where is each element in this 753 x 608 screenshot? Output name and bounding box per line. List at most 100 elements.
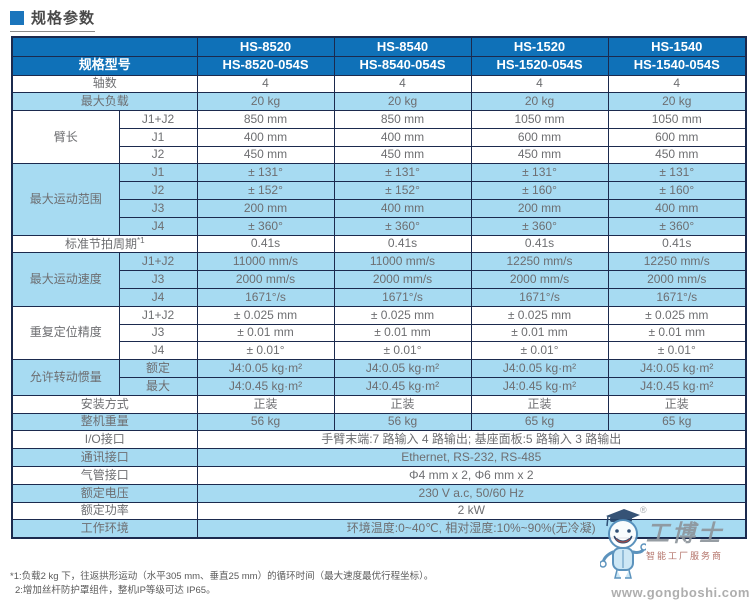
table-row: 最大负载 20 kg 20 kg 20 kg 20 kg bbox=[11, 92, 747, 112]
spec-value: 400 mm bbox=[607, 199, 747, 218]
spec-value: 200 mm bbox=[196, 199, 335, 218]
spec-value: J4:0.45 kg·m² bbox=[196, 377, 335, 396]
table-row: 重复定位精度 J1+J2 ± 0.025 mm ± 0.025 mm ± 0.0… bbox=[11, 305, 747, 361]
spec-model-label: 规格型号 bbox=[11, 55, 198, 76]
spec-value: ± 0.01° bbox=[470, 341, 609, 361]
spec-sublabel: J4 bbox=[118, 216, 198, 236]
mascot-icon bbox=[600, 509, 646, 579]
page-title: 规格参数 bbox=[31, 10, 96, 27]
spec-value: ± 360° bbox=[607, 216, 747, 236]
table-row: J3 200 mm 400 mm 200 mm 400 mm bbox=[12, 199, 747, 218]
spec-sublabel: J1 bbox=[118, 127, 198, 147]
spec-sublabel: J1+J2 bbox=[118, 252, 198, 272]
spec-group-label: 最大运动范围 bbox=[11, 163, 120, 236]
watermark-logo: ® 工博士 智能工厂服务商 www.gongboshi.com bbox=[600, 504, 750, 600]
spec-value: 1050 mm bbox=[607, 110, 747, 129]
spec-value: 600 mm bbox=[470, 127, 609, 147]
spec-sublabel: J3 bbox=[118, 270, 198, 290]
spec-value: 1671°/s bbox=[470, 288, 609, 307]
footnote-1: *1:负载2 kg 下，往返拱形运动（水平305 mm、垂直25 mm）的循环时… bbox=[10, 571, 434, 582]
table-row: 轴数 4 4 4 4 bbox=[11, 74, 747, 94]
spec-sublabel: 额定 bbox=[118, 359, 198, 379]
spec-value: J4:0.05 kg·m² bbox=[196, 359, 335, 379]
spec-group-label: 允许转动惯量 bbox=[11, 359, 120, 396]
spec-value-span: 手臂末端:7 路输入 4 路输出; 基座面板:5 路输入 3 路输出 bbox=[196, 430, 747, 450]
spec-value: 850 mm bbox=[333, 110, 472, 129]
spec-value: ± 0.025 mm bbox=[196, 305, 335, 325]
watermark-url: www.gongboshi.com bbox=[611, 585, 750, 600]
section-marker-icon bbox=[10, 10, 24, 25]
spec-value: 20 kg bbox=[607, 92, 747, 112]
table-row: 最大运动范围 J1 ± 131° ± 131° ± 131° ± 131° bbox=[11, 163, 747, 236]
spec-value: ± 131° bbox=[607, 163, 747, 183]
spec-value: 12250 mm/s bbox=[470, 252, 609, 272]
model-header: HS-1540 bbox=[607, 36, 747, 57]
spec-sublabel: J3 bbox=[118, 199, 198, 218]
spec-value: 65 kg bbox=[607, 412, 747, 432]
table-row: 规格型号 HS-8520-054S HS-8540-054S HS-1520-0… bbox=[11, 55, 747, 76]
spec-label: 轴数 bbox=[11, 74, 198, 94]
section-title: 规格参数 bbox=[10, 7, 96, 32]
spec-value: 正装 bbox=[470, 394, 609, 414]
spec-value: 1671°/s bbox=[196, 288, 335, 307]
spec-value: ± 0.01° bbox=[333, 341, 472, 361]
spec-value: ± 0.01 mm bbox=[196, 323, 335, 343]
spec-label: 通讯接口 bbox=[11, 448, 198, 468]
spec-label: 工作环境 bbox=[11, 519, 198, 539]
spec-value: 450 mm bbox=[196, 145, 335, 165]
table-row: 额定电压 230 V a.c, 50/60 Hz bbox=[11, 483, 747, 503]
table-row: J3 2000 mm/s 2000 mm/s 2000 mm/s 2000 mm… bbox=[12, 270, 747, 290]
spec-value: J4:0.45 kg·m² bbox=[470, 377, 609, 396]
spec-value: 450 mm bbox=[607, 145, 747, 165]
spec-label: 安装方式 bbox=[11, 394, 198, 414]
spec-value-span: Φ4 mm x 2, Φ6 mm x 2 bbox=[196, 466, 747, 485]
spec-value: ± 152° bbox=[196, 181, 335, 201]
spec-value: ± 0.01 mm bbox=[470, 323, 609, 343]
spec-value: 12250 mm/s bbox=[607, 252, 747, 272]
spec-value: 56 kg bbox=[333, 412, 472, 432]
spec-value: ± 131° bbox=[196, 163, 335, 183]
spec-label: 额定功率 bbox=[11, 501, 198, 521]
spec-value: ± 0.025 mm bbox=[470, 305, 609, 325]
spec-value: ± 0.025 mm bbox=[333, 305, 472, 325]
spec-label: I/O接口 bbox=[11, 430, 198, 450]
spec-value: 56 kg bbox=[196, 412, 335, 432]
spec-value: 正装 bbox=[607, 394, 747, 414]
spec-group-label: 臂长 bbox=[11, 110, 120, 165]
table-row: 气管接口 Φ4 mm x 2, Φ6 mm x 2 bbox=[11, 466, 747, 485]
spec-value: ± 360° bbox=[470, 216, 609, 236]
spec-value: 400 mm bbox=[196, 127, 335, 147]
spec-value: ± 0.01 mm bbox=[333, 323, 472, 343]
spec-value: 11000 mm/s bbox=[333, 252, 472, 272]
spec-value-span: 230 V a.c, 50/60 Hz bbox=[196, 483, 747, 503]
spec-value: 1671°/s bbox=[607, 288, 747, 307]
spec-label: 最大负载 bbox=[11, 92, 198, 112]
table-row: 臂长 J1+J2 850 mm 850 mm 1050 mm 1050 mm bbox=[11, 110, 747, 165]
table-row: HS-8520 HS-8540 HS-1520 HS-1540 bbox=[11, 36, 747, 57]
spec-value: J4:0.45 kg·m² bbox=[333, 377, 472, 396]
spec-value: ± 360° bbox=[196, 216, 335, 236]
spec-value: ± 160° bbox=[607, 181, 747, 201]
table-row: J2 450 mm 450 mm 450 mm 450 mm bbox=[12, 145, 747, 165]
spec-value: 2000 mm/s bbox=[470, 270, 609, 290]
spec-sublabel: J2 bbox=[118, 181, 198, 201]
spec-value: 0.41s bbox=[470, 234, 609, 254]
registered-mark: ® bbox=[640, 505, 647, 515]
spec-value: 4 bbox=[470, 74, 609, 94]
spec-value: 400 mm bbox=[333, 127, 472, 147]
spec-value: 1671°/s bbox=[333, 288, 472, 307]
spec-value: J4:0.05 kg·m² bbox=[470, 359, 609, 379]
spec-value: 2000 mm/s bbox=[607, 270, 747, 290]
spec-value: 20 kg bbox=[470, 92, 609, 112]
spec-value: 450 mm bbox=[333, 145, 472, 165]
model-header: HS-8540 bbox=[333, 36, 472, 57]
spec-value: 20 kg bbox=[196, 92, 335, 112]
table-row: I/O接口 手臂末端:7 路输入 4 路输出; 基座面板:5 路输入 3 路输出 bbox=[11, 430, 747, 450]
spec-sublabel: J1 bbox=[118, 163, 198, 183]
spec-value: 4 bbox=[196, 74, 335, 94]
table-row: J4 1671°/s 1671°/s 1671°/s 1671°/s bbox=[12, 288, 747, 307]
table-row: 通讯接口 Ethernet, RS-232, RS-485 bbox=[11, 448, 747, 468]
spec-sublabel: J4 bbox=[118, 288, 198, 307]
spec-group-label: 最大运动速度 bbox=[11, 252, 120, 307]
watermark-tagline: 智能工厂服务商 bbox=[646, 551, 724, 561]
